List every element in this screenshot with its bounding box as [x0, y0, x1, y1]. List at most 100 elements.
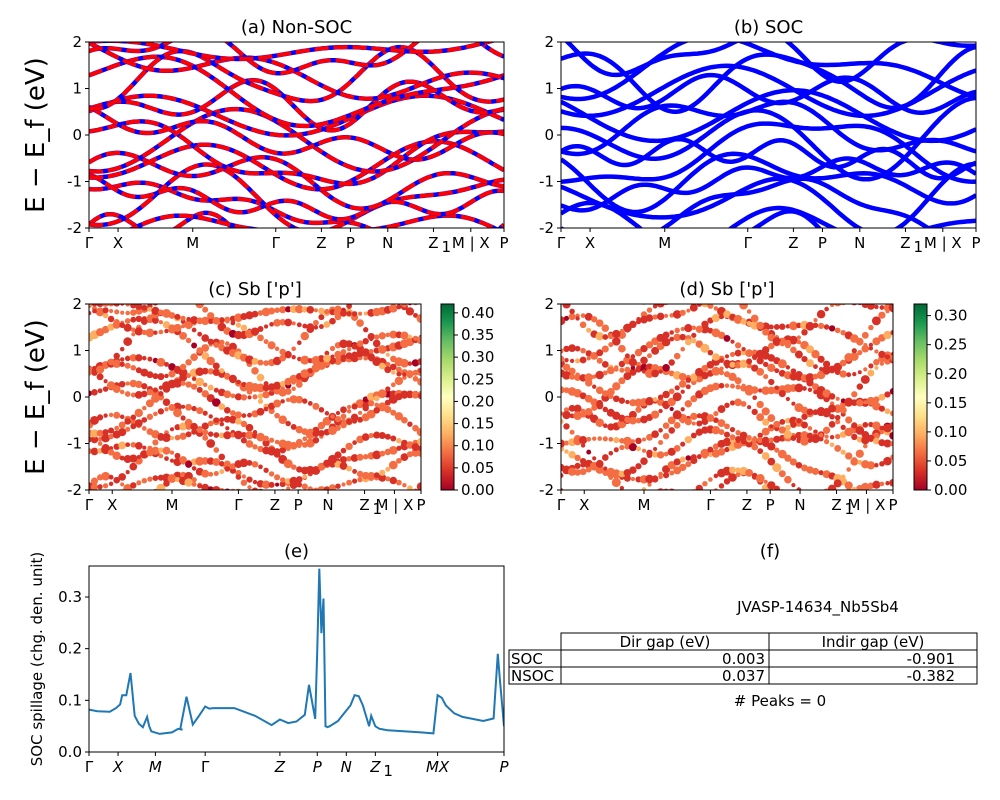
scatter-point — [356, 319, 364, 327]
scatter-point — [407, 421, 413, 427]
scatter-point — [608, 437, 614, 442]
scatter-point — [346, 409, 352, 414]
scatter-point — [844, 481, 853, 490]
scatter-point — [562, 363, 571, 372]
scatter-point — [800, 436, 809, 446]
scatter-point — [675, 492, 679, 496]
scatter-point — [158, 453, 164, 459]
y-tick-label: 0.2 — [58, 640, 82, 658]
scatter-point — [411, 443, 420, 452]
scatter-point — [202, 429, 209, 436]
scatter-point — [129, 379, 137, 388]
scatter-point — [662, 465, 671, 474]
scatter-point — [273, 319, 281, 327]
scatter-point — [358, 311, 363, 316]
scatter-point — [356, 470, 364, 478]
scatter-point — [580, 347, 586, 354]
scatter-point — [213, 341, 220, 348]
scatter-point — [208, 414, 213, 419]
scatter-point — [368, 400, 375, 407]
scatter-point — [624, 496, 631, 503]
scatter-point — [130, 309, 137, 316]
scatter-point — [601, 390, 609, 397]
scatter-point — [668, 359, 675, 366]
scatter-point — [790, 435, 797, 441]
scatter-point — [680, 407, 685, 412]
scatter-point — [129, 454, 138, 463]
scatter-point — [262, 384, 270, 392]
scatter-point — [389, 330, 398, 339]
scatter-point — [860, 375, 870, 384]
scatter-point — [575, 358, 581, 364]
scatter-point — [290, 464, 297, 470]
scatter-point — [678, 372, 687, 381]
scatter-point — [109, 308, 114, 314]
scatter-point — [735, 384, 741, 390]
scatter-point — [263, 406, 269, 412]
scatter-point — [640, 345, 648, 353]
scatter-point — [568, 313, 576, 321]
scatter-point — [174, 313, 181, 320]
scatter-point — [684, 418, 692, 426]
table-row-soc-label: SOC — [511, 650, 543, 668]
scatter-point — [779, 418, 786, 425]
scatter-point — [685, 384, 691, 390]
scatter-point — [844, 353, 854, 362]
scatter-point — [890, 421, 893, 428]
scatter-point — [872, 432, 880, 440]
scatter-point — [629, 466, 637, 474]
x-tick-label: Z — [742, 496, 752, 514]
scatter-point — [645, 314, 654, 322]
scatter-point — [623, 474, 631, 482]
scatter-point — [219, 421, 225, 427]
y-tick-label: -1 — [67, 435, 82, 453]
band-lines — [89, 42, 504, 228]
scatter-point — [223, 431, 232, 440]
scatter-point — [573, 411, 582, 421]
scatter-point — [674, 385, 680, 391]
scatter-point — [739, 359, 748, 368]
scatter-point — [345, 442, 353, 451]
scatter-point — [296, 523, 304, 531]
scatter-point — [561, 355, 565, 363]
scatter-point — [684, 436, 692, 444]
scatter-point — [191, 428, 198, 435]
colorbar-tick-label: 0.25 — [934, 336, 967, 354]
scatter-point — [158, 329, 164, 335]
scatter-point — [562, 410, 571, 420]
scatter-point — [173, 408, 182, 418]
scatter-point — [396, 457, 402, 464]
scatter-point — [601, 497, 609, 505]
scatter-point — [129, 354, 138, 362]
scatter-point — [595, 418, 604, 428]
scatter-point — [374, 402, 379, 408]
scatter-point — [816, 407, 826, 417]
scatter-point — [191, 477, 197, 483]
scatter-point — [672, 410, 682, 420]
table-row-soc-dir: 0.003 — [722, 650, 765, 668]
scatter-point — [595, 332, 604, 341]
scatter-point — [863, 400, 868, 405]
scatter-point — [340, 413, 347, 420]
scatter-point — [586, 436, 592, 442]
scatter-point — [614, 365, 619, 370]
scatter-point — [313, 325, 319, 330]
scatter-point — [124, 355, 131, 362]
scatter-point — [328, 426, 337, 435]
scatter-point — [636, 446, 641, 452]
scatter-point — [719, 358, 724, 363]
scatter-point — [90, 477, 99, 485]
scatter-point — [379, 404, 385, 409]
scatter-point — [564, 315, 569, 321]
scatter-point — [601, 324, 610, 332]
scatter-point — [185, 359, 192, 366]
scatter-point — [179, 363, 187, 371]
scatter-point — [318, 324, 324, 330]
scatter-point — [807, 438, 813, 443]
scatter-point — [723, 359, 731, 367]
scatter-point — [628, 410, 637, 419]
colorbar-tick-label: 0.25 — [461, 370, 494, 388]
scatter-point — [118, 380, 126, 388]
band-line — [561, 156, 976, 213]
scatter-point — [574, 374, 581, 381]
